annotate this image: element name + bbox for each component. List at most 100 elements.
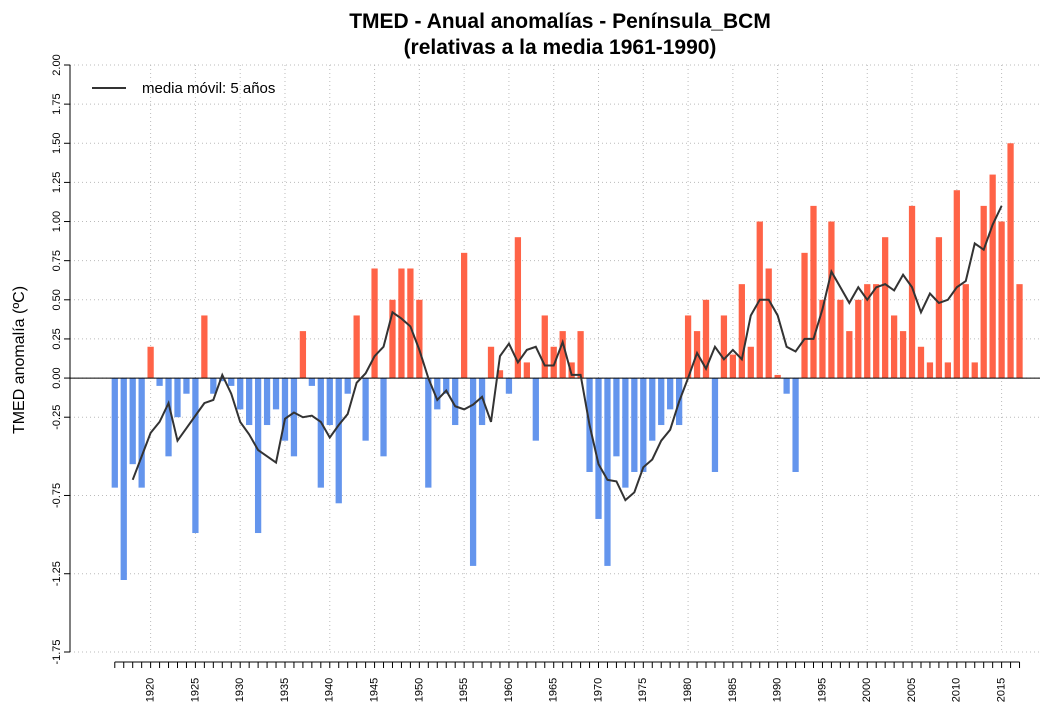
bar [890,315,898,379]
bar [873,284,880,379]
x-tick-label: 2015 [996,678,1008,702]
bar [461,252,468,379]
x-tick-label: 1955 [458,678,470,702]
bar [765,268,772,379]
bar [281,378,289,441]
bar [434,378,441,410]
bar [899,331,907,379]
bar [174,378,181,418]
x-tick-label: 1920 [145,678,157,702]
bar [837,299,844,379]
x-tick-label: 1935 [279,678,291,702]
bar [308,378,315,386]
y-tick-label: 2.00 [51,54,63,75]
bar [246,378,253,426]
bar [290,378,298,457]
y-tick-label: 1.50 [51,133,63,154]
bar [210,378,217,394]
chart-title: TMED - Anual anomalías - Península_BCM [349,10,771,33]
y-tick-label: 0.00 [51,367,63,388]
bar [237,378,244,410]
y-tick-label: 0.75 [51,250,63,271]
x-tick-label: 1985 [727,678,739,702]
bar [192,378,199,534]
x-tick-label: 1980 [682,678,694,702]
bar [496,370,504,379]
bar [711,378,719,472]
bar [111,378,118,488]
bar [335,378,342,504]
bar [595,378,602,519]
bar [487,346,495,379]
chart-subtitle: (relativas a la media 1961-1990) [404,36,717,59]
bar [989,174,996,379]
bar [577,331,584,379]
bar [156,378,163,386]
bar [622,378,629,488]
y-tick-label: 0.25 [51,328,63,349]
bar [541,315,548,379]
bar [684,315,692,379]
bar [353,315,360,379]
bar [864,284,871,379]
bar [120,378,127,580]
bar [452,378,459,426]
bar [407,268,414,379]
bar [604,378,611,566]
bar [568,362,575,379]
bar [667,378,674,410]
bar [774,374,781,379]
bar [443,378,450,394]
y-axis-title: TMED anomalía (ºC) [11,286,28,434]
bar [1007,143,1014,379]
bar [640,378,647,472]
y-tick-label: 0.50 [51,289,63,310]
bar [747,346,754,379]
x-tick-label: 2005 [906,678,918,702]
bar [819,299,826,379]
bar [720,315,728,379]
bar [362,378,369,441]
x-tick-label: 1925 [189,678,201,702]
bar [917,346,925,379]
bar [389,299,396,379]
bar [165,378,172,457]
y-tick-label: 1.75 [51,93,63,114]
x-tick-label: 2010 [951,678,963,702]
bar [183,378,190,394]
bar [425,378,432,488]
bar [138,378,145,488]
y-tick-label: 1.25 [51,172,63,193]
bar [532,378,539,441]
x-tick-label: 1960 [503,678,515,702]
bar [263,378,271,426]
x-tick-label: 1975 [637,678,649,702]
bar [326,378,333,426]
bar [926,362,934,379]
x-tick-label: 2000 [861,678,873,702]
bar [944,362,951,379]
bar [514,237,522,379]
x-tick-label: 1990 [772,678,784,702]
bar [129,378,136,465]
bar [855,299,862,379]
bar [980,205,987,379]
bar [971,362,978,379]
bar [658,378,665,426]
bar [882,237,889,379]
legend-label: media móvil: 5 años [142,80,275,97]
bar [371,268,378,379]
x-tick-label: 1965 [548,678,560,702]
bar [344,378,351,394]
bar [380,378,387,457]
bar [398,268,405,379]
bar [147,346,154,379]
bar [416,299,423,379]
bar [738,284,745,379]
bar [792,378,799,472]
bar [505,378,513,394]
x-tick-label: 1930 [234,678,246,702]
y-tick-label: -1.75 [51,639,63,664]
bar [649,378,656,441]
